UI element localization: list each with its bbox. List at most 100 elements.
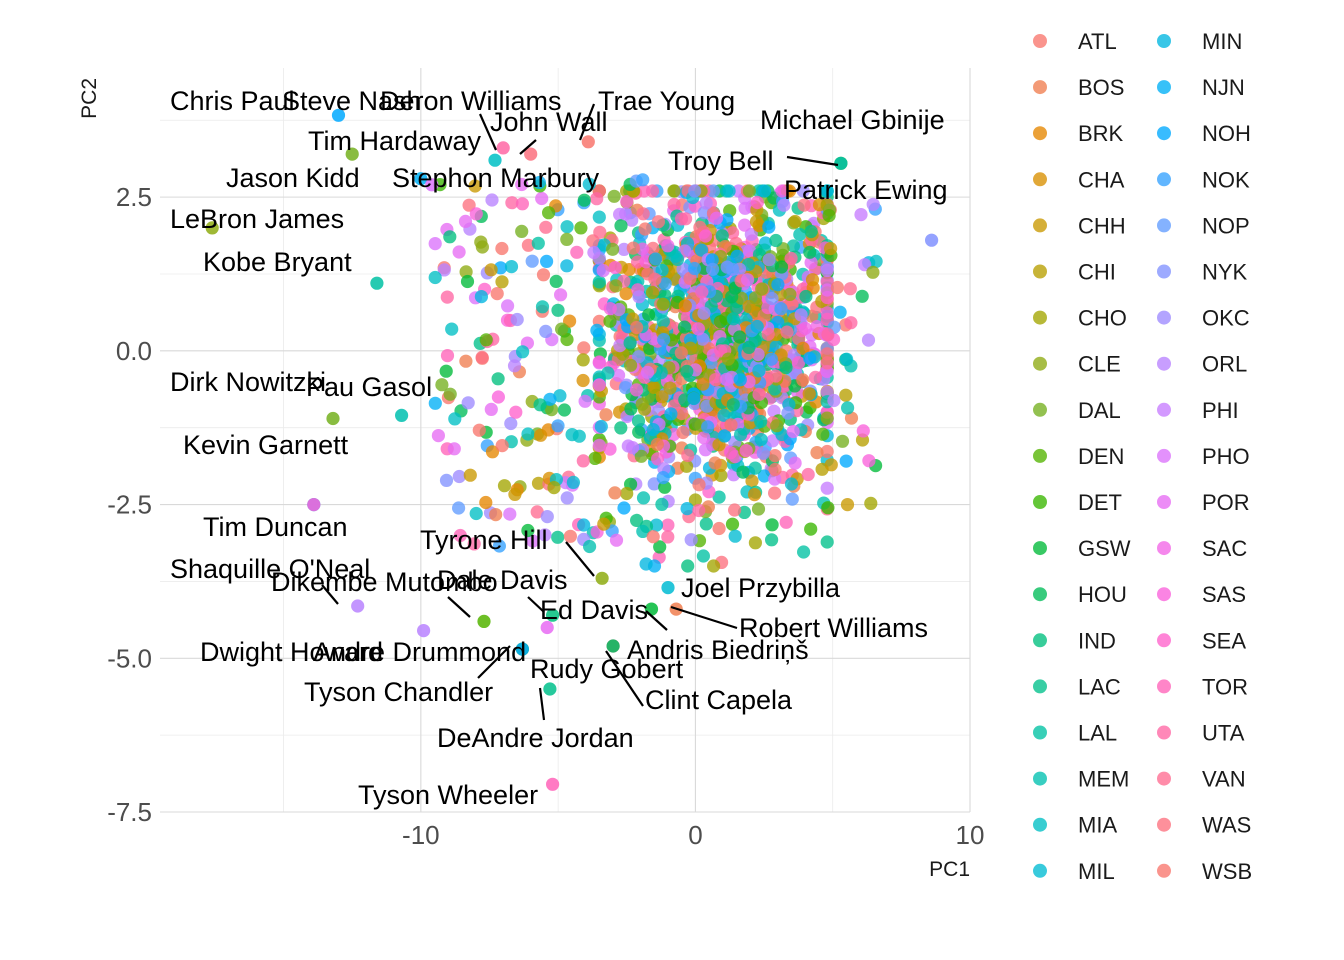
legend-key bbox=[1157, 817, 1171, 832]
data-point bbox=[636, 207, 650, 221]
data-point bbox=[651, 452, 665, 466]
data-point bbox=[750, 319, 764, 334]
point-label: Ed Davis bbox=[540, 595, 648, 625]
data-point bbox=[792, 356, 806, 370]
legend-key bbox=[1033, 817, 1047, 832]
data-point bbox=[531, 476, 546, 490]
point-label: Tyson Chandler bbox=[304, 677, 493, 707]
data-point bbox=[761, 327, 775, 341]
data-point bbox=[688, 184, 702, 198]
data-point bbox=[452, 245, 466, 259]
data-point bbox=[724, 446, 738, 460]
leader-line bbox=[519, 139, 537, 155]
data-point bbox=[501, 299, 515, 313]
data-point bbox=[725, 290, 739, 304]
data-point bbox=[757, 469, 771, 483]
data-point bbox=[864, 496, 878, 510]
data-point bbox=[632, 290, 646, 304]
labeled-data-point bbox=[515, 642, 530, 656]
data-point bbox=[515, 197, 530, 211]
legend-label: SEA bbox=[1202, 628, 1246, 653]
data-point bbox=[485, 445, 500, 459]
legend-label: WAS bbox=[1202, 813, 1251, 838]
legend-key bbox=[1157, 34, 1171, 48]
data-point bbox=[650, 437, 664, 451]
labeled-data-point bbox=[540, 620, 554, 635]
legend-key bbox=[1033, 80, 1047, 95]
data-point bbox=[603, 442, 617, 456]
data-point bbox=[679, 212, 693, 226]
data-point bbox=[606, 242, 620, 256]
data-point bbox=[547, 481, 561, 495]
data-point bbox=[869, 254, 883, 268]
point-label: Dirk Nowitzki bbox=[170, 367, 326, 397]
data-point bbox=[681, 448, 695, 462]
data-point bbox=[769, 233, 783, 248]
data-point bbox=[658, 480, 672, 494]
data-point bbox=[613, 339, 627, 353]
data-point bbox=[786, 239, 801, 253]
data-point bbox=[599, 408, 613, 422]
legend-key bbox=[1157, 679, 1171, 694]
data-point bbox=[824, 242, 838, 256]
data-point bbox=[443, 387, 457, 401]
data-point bbox=[733, 373, 747, 387]
legend-label: NYK bbox=[1202, 260, 1248, 285]
data-point bbox=[521, 523, 535, 538]
point-label: Tim Duncan bbox=[203, 512, 348, 542]
y-tick-label: -7.5 bbox=[107, 797, 152, 827]
data-point bbox=[820, 347, 834, 361]
legend-key bbox=[1157, 495, 1171, 509]
data-point bbox=[448, 412, 462, 426]
data-point bbox=[754, 432, 768, 447]
data-point bbox=[816, 427, 830, 441]
data-point bbox=[738, 218, 752, 232]
data-point bbox=[631, 414, 646, 428]
y-tick-label: 0.0 bbox=[116, 336, 152, 366]
data-point bbox=[768, 382, 782, 396]
data-point bbox=[636, 524, 650, 539]
data-point bbox=[835, 434, 850, 448]
labeled-data-point bbox=[488, 153, 502, 167]
legend-key bbox=[1157, 541, 1171, 556]
data-point bbox=[590, 323, 604, 337]
data-point bbox=[603, 314, 617, 328]
legend-label: OKC bbox=[1202, 306, 1250, 331]
point-label: Joel Przybilla bbox=[681, 573, 841, 603]
data-point bbox=[463, 468, 477, 482]
data-point bbox=[647, 380, 661, 394]
data-point bbox=[664, 407, 678, 421]
data-point bbox=[728, 503, 742, 517]
data-point bbox=[632, 350, 646, 364]
data-point bbox=[844, 316, 858, 330]
data-point bbox=[521, 427, 535, 441]
data-point bbox=[658, 277, 672, 291]
data-point bbox=[656, 471, 670, 485]
data-point bbox=[495, 439, 509, 453]
data-point bbox=[535, 191, 549, 206]
data-point bbox=[609, 279, 623, 293]
data-point bbox=[655, 263, 669, 277]
point-label: Jason Kidd bbox=[226, 163, 360, 193]
legend-key bbox=[1157, 771, 1171, 786]
data-point bbox=[431, 429, 445, 443]
data-point bbox=[688, 493, 703, 507]
data-point bbox=[472, 423, 486, 437]
legend-key bbox=[1157, 264, 1171, 279]
data-point bbox=[742, 184, 757, 198]
data-point bbox=[545, 403, 559, 417]
point-label: Kobe Bryant bbox=[203, 247, 352, 277]
x-axis-title: PC1 bbox=[929, 858, 970, 881]
data-point bbox=[701, 420, 715, 434]
data-point bbox=[535, 300, 550, 314]
labeled-data-point bbox=[307, 498, 321, 512]
point-label: Shaquille O'Neal bbox=[170, 554, 370, 584]
data-point bbox=[636, 173, 650, 187]
data-point bbox=[779, 361, 793, 375]
labeled-data-point bbox=[414, 172, 428, 186]
data-point bbox=[504, 260, 519, 274]
data-point bbox=[713, 315, 728, 329]
data-point bbox=[587, 245, 601, 260]
point-label: Andris Biedriņš bbox=[627, 635, 809, 665]
